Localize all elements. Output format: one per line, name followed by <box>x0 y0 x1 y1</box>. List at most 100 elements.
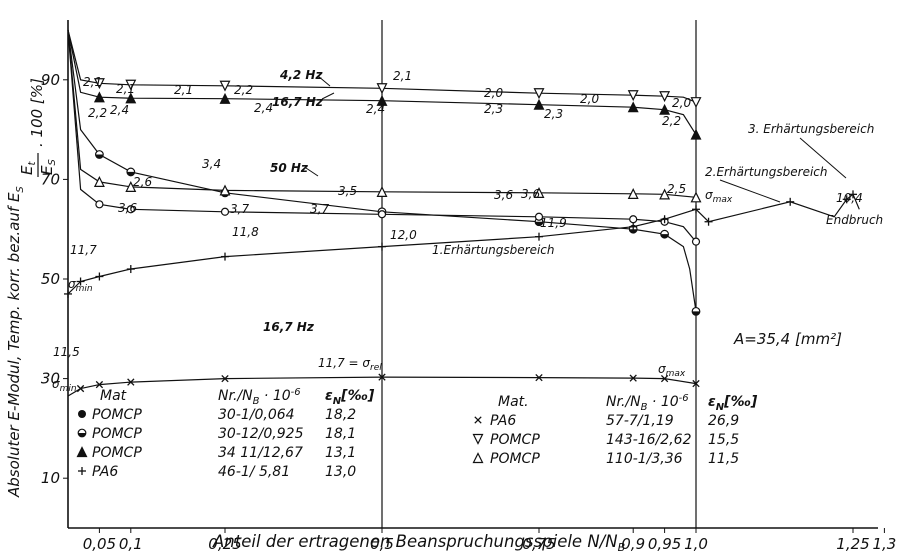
label-erhaertung-2: 2.Erhärtungsbereich <box>705 165 828 179</box>
data-point <box>95 380 104 389</box>
legend-header-mat: Mat. <box>498 394 529 410</box>
series-line <box>67 376 697 397</box>
series-s_filled_tri <box>67 29 702 140</box>
legend-header-nr: Nr./NB · 10-6 <box>218 387 301 407</box>
data-point <box>660 215 669 224</box>
x-tick-label: 1,3 <box>872 535 896 551</box>
series-s_cross <box>67 373 700 397</box>
legend-eps: 18,2 <box>325 407 356 423</box>
y-tick-label: 50 <box>41 270 60 288</box>
sigma-min-upper: σmin <box>68 277 93 294</box>
data-point <box>691 306 701 316</box>
data-point <box>378 373 386 381</box>
data-point <box>376 186 388 197</box>
freq-167hz-mid-label: 16,7 Hz <box>263 320 315 334</box>
data-point <box>659 103 671 115</box>
data-point <box>93 78 105 90</box>
sigma-max-upper: σmax <box>705 188 733 205</box>
legend-eps: 11,5 <box>708 451 739 467</box>
value-label: 2,6 <box>133 175 152 189</box>
value-label: 10,4 <box>836 191 863 205</box>
data-point <box>95 200 104 209</box>
data-point <box>533 187 545 198</box>
data-point <box>660 374 669 383</box>
data-point <box>690 128 702 140</box>
data-point <box>219 184 231 196</box>
area-label: A=35,4 [mm²] <box>733 330 842 348</box>
data-point <box>533 88 545 100</box>
data-point <box>690 97 702 109</box>
data-point <box>126 265 135 274</box>
legend-marker <box>77 428 87 438</box>
value-label: 2,1 <box>174 83 193 97</box>
value-label: 11,8 <box>232 225 259 239</box>
data-point <box>376 83 388 95</box>
data-point <box>125 92 137 104</box>
value-label: 2,1 <box>393 69 412 83</box>
legend-mat: POMCP <box>490 432 540 448</box>
data-point <box>842 195 851 204</box>
x-axis-title: Anteil der ertragenen Beanspruchungsspie… <box>212 532 625 551</box>
x-tick-label: 0,75 <box>522 535 555 551</box>
legend-header-eps: εN[‰] <box>708 394 758 413</box>
value-label: 2,4 <box>254 101 273 115</box>
value-label: 12,0 <box>390 228 417 242</box>
data-point <box>535 373 543 382</box>
legend-marker <box>78 467 86 475</box>
annotations: 4,2 Hz 16,7 Hz 50 Hz 16,7 Hz 1.Erhärtung… <box>52 68 883 394</box>
data-point <box>849 190 857 199</box>
sigma-min-lower: σmin <box>52 377 77 394</box>
data-point <box>126 167 136 177</box>
series-line <box>67 193 860 295</box>
value-label: 3,6 <box>118 201 137 215</box>
series-s_half_circle <box>67 29 701 316</box>
legend-marker <box>78 410 86 418</box>
data-point <box>221 252 229 261</box>
label-erhaertung-3: 3. Erhärtungsbereich <box>748 122 874 136</box>
value-label: 3,6 <box>494 188 513 202</box>
value-label: 2,0 <box>672 96 691 110</box>
legend-nr: 110-1/3,36 <box>606 451 683 467</box>
value-label: 2,5 <box>667 182 686 196</box>
legend-right: Mat. Nr./NB · 10-6 εN[‰] PA6 57-7/1,19 26,9 PO… <box>472 393 758 467</box>
value-label: 2,4 <box>366 102 385 116</box>
data-point <box>534 212 544 221</box>
data-point <box>126 205 135 214</box>
x-tick-label: 0,5 <box>370 535 394 551</box>
data-point <box>93 176 105 187</box>
sigma-rel-label: 11,7 = σrel <box>318 356 382 373</box>
data-point <box>659 91 671 103</box>
series-line <box>67 29 697 198</box>
legend-nr: 143-16/2,62 <box>606 432 692 448</box>
value-label: 2,0 <box>580 92 599 106</box>
data-point <box>629 222 638 231</box>
y-axis-title: Absoluter E-Modul, Temp. korr. bez.auf E… <box>5 186 26 498</box>
data-point <box>377 210 387 219</box>
freq-167hz-top-label: 16,7 Hz <box>272 95 324 109</box>
y-tick-label: 30 <box>41 370 60 388</box>
data-point <box>376 94 388 106</box>
series-s_down_tri <box>67 29 702 109</box>
legend-nr: 57-7/1,19 <box>606 413 674 429</box>
freq-50hz-label: 50 Hz <box>270 161 309 175</box>
x-tick-label: 1,0 <box>684 535 708 551</box>
value-label: 3,7 <box>310 202 329 216</box>
data-point <box>786 197 795 206</box>
y-tick-label: 10 <box>41 469 60 487</box>
data-point <box>219 92 231 104</box>
y-tick-label: 70 <box>41 170 60 188</box>
data-point <box>219 80 231 92</box>
data-point <box>535 232 543 241</box>
legend-nr: 46-1/ 5,81 <box>218 464 290 480</box>
legend-marker <box>76 446 88 458</box>
legend-mat: POMCP <box>92 445 142 461</box>
value-label: 3,4 <box>202 157 221 171</box>
x-tick-label: 0,1 <box>119 535 143 551</box>
data-point <box>691 237 701 246</box>
value-label: 2,0 <box>484 86 503 100</box>
svg-text:Et: Et <box>18 161 38 175</box>
data-point <box>627 101 639 113</box>
freq-42hz-label: 4,2 Hz <box>279 68 323 82</box>
legend-mat: POMCP <box>92 426 142 442</box>
data-point <box>94 150 104 159</box>
